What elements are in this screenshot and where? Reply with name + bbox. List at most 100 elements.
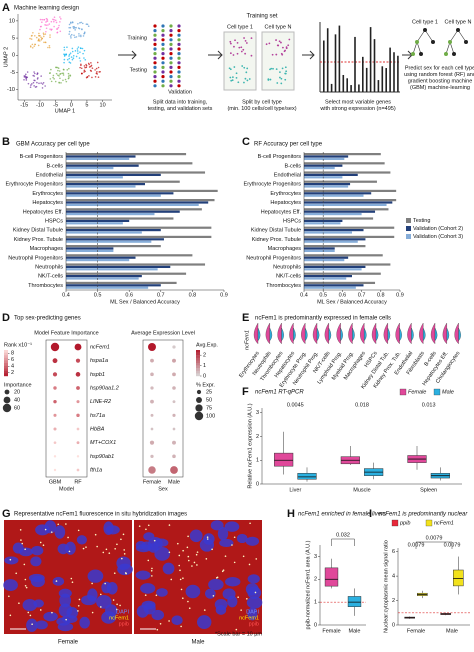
- umap-decor: [71, 50, 74, 53]
- category-label: NK/T-cells: [38, 274, 63, 280]
- umap-decor: [24, 73, 27, 76]
- matrix-dot: [177, 42, 181, 47]
- cell-dot: [229, 42, 232, 45]
- cell-dot: [288, 38, 291, 41]
- legend-label: Male: [442, 389, 454, 395]
- signal: [55, 580, 58, 582]
- arrow: [402, 50, 413, 60]
- size-label: 60: [14, 405, 20, 411]
- signal: [77, 610, 79, 612]
- matrix-dot: [161, 79, 165, 83]
- umap-decor: [58, 82, 61, 84]
- signal: [138, 525, 141, 528]
- y-tick-label: 2: [314, 577, 317, 583]
- signal: [91, 582, 93, 585]
- umap-decor: [65, 80, 68, 83]
- bar: [66, 171, 206, 174]
- colorbar: [196, 368, 200, 371]
- bar: [304, 166, 335, 170]
- cell-dot: [241, 65, 244, 67]
- umap-decor: [85, 23, 88, 25]
- umap-decor: [88, 63, 90, 66]
- y-tick-label: -5: [10, 70, 15, 76]
- colorbar: [196, 355, 200, 358]
- umap-decor: [58, 24, 60, 27]
- cell-dot: [281, 53, 284, 56]
- nucleus: [81, 595, 97, 606]
- cell-dot: [275, 53, 278, 56]
- nucleus: [76, 535, 87, 545]
- category-label: Kidney Distal Tubule: [13, 228, 63, 234]
- umap-decor: [29, 86, 32, 88]
- legend-swatch: [406, 226, 411, 231]
- umap-decor: [41, 87, 44, 89]
- umap-decor: [25, 79, 28, 81]
- axes: [261, 408, 462, 485]
- nucleus: [162, 562, 175, 575]
- gene-bar-decor: [326, 28, 329, 92]
- signal: [115, 608, 118, 611]
- bar: [304, 226, 395, 229]
- cell-dot: [250, 54, 253, 57]
- channel-label: ncFem1: [109, 615, 129, 621]
- caption: testing, and validation sets: [148, 106, 213, 112]
- nucleus: [236, 533, 248, 544]
- signal: [122, 533, 125, 536]
- category-label: Erythrocyte Progenitors: [244, 182, 302, 188]
- umap-decor: [60, 18, 62, 20]
- dot: [75, 358, 81, 363]
- signal: [168, 620, 170, 622]
- signal: [186, 546, 189, 549]
- signal: [159, 622, 162, 625]
- bar: [304, 265, 366, 269]
- signal: [39, 609, 42, 611]
- nucleus: [103, 521, 114, 536]
- violin: [253, 322, 259, 345]
- umap-decor: [50, 20, 53, 23]
- violin: [265, 322, 270, 345]
- signal: [206, 536, 209, 538]
- bar: [66, 164, 139, 167]
- umap-decor: [33, 45, 36, 47]
- gene-bar-decor: [389, 47, 391, 92]
- nucleus: [156, 588, 168, 597]
- signal: [21, 542, 24, 545]
- legend-swatch: [433, 388, 441, 396]
- umap-decor: [77, 46, 80, 48]
- bar: [66, 212, 155, 216]
- arrow: [302, 50, 315, 60]
- size-label: 75: [206, 405, 212, 411]
- umap-decor: [85, 66, 88, 69]
- signal: [78, 598, 81, 601]
- signal: [233, 561, 236, 564]
- umap-decor: [48, 44, 51, 47]
- bar: [66, 277, 139, 280]
- violin: [324, 322, 329, 345]
- tree-node: [423, 28, 427, 32]
- nucleus: [171, 615, 183, 626]
- x-tick-label: Muscle: [353, 487, 370, 493]
- matrix-dot: [169, 29, 173, 33]
- category-label: Hepatocytes: [270, 200, 301, 206]
- label: Training: [127, 35, 147, 41]
- nucleus: [225, 577, 241, 587]
- cell-dot: [284, 66, 287, 69]
- gene-bar-decor: [330, 83, 333, 92]
- umap-decor: [80, 34, 82, 37]
- cell-dot: [246, 67, 249, 70]
- umap-decor: [60, 82, 62, 84]
- signal: [179, 569, 181, 572]
- matrix-dot: [161, 56, 165, 60]
- bar: [66, 265, 171, 269]
- panel-label: I: [369, 508, 372, 520]
- bar: [66, 238, 164, 241]
- signal: [196, 551, 199, 553]
- signal: [168, 551, 171, 554]
- signal: [222, 569, 225, 571]
- dot: [150, 358, 154, 363]
- umap-decor: [40, 82, 42, 84]
- cell-dot: [240, 50, 243, 53]
- nucleus: [189, 529, 203, 543]
- signal: [254, 591, 257, 594]
- cell-dot: [280, 41, 282, 44]
